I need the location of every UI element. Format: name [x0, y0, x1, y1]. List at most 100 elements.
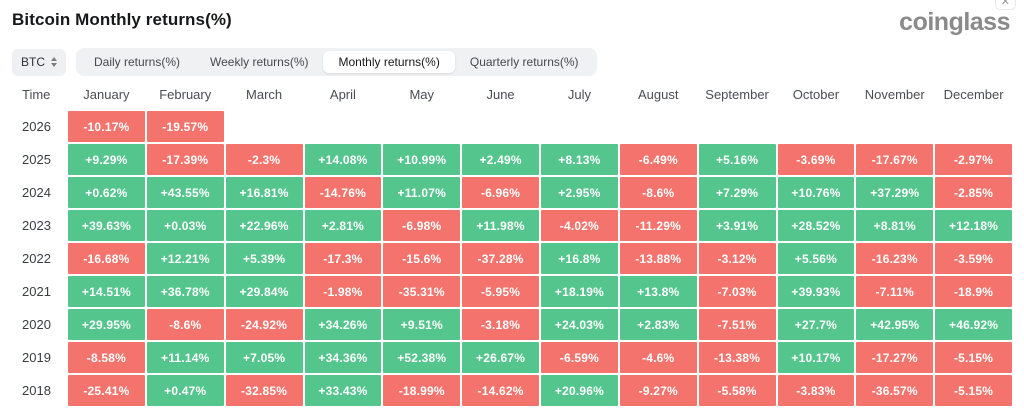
symbol-select[interactable]: BTC: [12, 48, 66, 76]
return-cell: -36.57%: [856, 375, 934, 406]
return-cell: -2.85%: [935, 177, 1012, 208]
year-label: 2025: [22, 152, 51, 167]
table-row: 2018 -25.41% +0.47% -32.85% +33.43% -18.99% -1…: [12, 375, 1012, 406]
return-cell: [699, 111, 776, 142]
return-cell: +20.96%: [541, 375, 618, 406]
return-cell: +42.95%: [856, 309, 934, 340]
return-cell: +9.29%: [68, 144, 145, 175]
return-cell: -17.67%: [856, 144, 934, 175]
return-cell: -2.3%: [225, 144, 303, 175]
return-cell: -14.76%: [304, 177, 382, 208]
returns-table: Time January February March April May June July…: [12, 87, 1012, 406]
return-cell: +10.17%: [777, 342, 855, 373]
return-cell: +10.99%: [383, 144, 461, 175]
return-cell: -4.02%: [541, 210, 618, 241]
column-header-time: Time: [22, 87, 51, 102]
return-cell: +11.14%: [146, 342, 224, 373]
return-cell: +0.62%: [68, 177, 145, 208]
column-header-month: November: [864, 87, 925, 102]
close-icon[interactable]: ✕: [994, 0, 1016, 10]
return-cell: -16.23%: [856, 243, 934, 274]
return-cell: -14.62%: [462, 375, 539, 406]
table-body: 2026 -10.17% -19.57% 2025 +9.29% -17.39% -2.3%…: [12, 111, 1012, 406]
return-cell: -3.18%: [462, 309, 539, 340]
page-title: Bitcoin Monthly returns(%): [12, 10, 232, 29]
return-cell: -6.96%: [462, 177, 539, 208]
return-cell: +22.96%: [225, 210, 303, 241]
return-cell: +36.78%: [146, 276, 224, 307]
return-cell: +29.95%: [68, 309, 145, 340]
return-cell: +10.76%: [777, 177, 855, 208]
table-row: 2024 +0.62% +43.55% +16.81% -14.76% +11.07% -6…: [12, 177, 1012, 208]
return-cell: -11.29%: [619, 210, 697, 241]
return-cell: -37.28%: [462, 243, 539, 274]
year-label: 2021: [22, 284, 51, 299]
return-cell: +46.92%: [935, 309, 1012, 340]
table-row: 2019 -8.58% +11.14% +7.05% +34.36% +52.38% +26…: [12, 342, 1012, 373]
column-header-month: March: [246, 87, 283, 102]
return-cell: +29.84%: [225, 276, 303, 307]
return-cell: +12.18%: [935, 210, 1012, 241]
return-cell: +0.47%: [146, 375, 224, 406]
return-cell: -4.6%: [619, 342, 697, 373]
tab-quarterly[interactable]: Quarterly returns(%): [469, 55, 579, 69]
return-cell: +5.16%: [698, 144, 776, 175]
toolbar: BTC Daily returns(%) Weekly returns(%) Mon…: [12, 48, 1012, 76]
year-label: 2020: [22, 317, 51, 332]
return-cell: [383, 111, 460, 142]
return-cell: +13.8%: [619, 276, 697, 307]
column-header-month: June: [486, 87, 515, 102]
return-cell: -6.59%: [541, 342, 618, 373]
return-cell: -8.6%: [146, 309, 224, 340]
return-cell: +8.81%: [856, 210, 934, 241]
return-cell: +2.81%: [304, 210, 382, 241]
return-cell: +52.38%: [383, 342, 461, 373]
tab-daily[interactable]: Daily returns(%): [94, 55, 181, 69]
return-cell: -2.97%: [935, 144, 1012, 175]
return-cell: -17.39%: [146, 144, 224, 175]
year-label: 2019: [22, 350, 51, 365]
return-cell: -8.6%: [619, 177, 697, 208]
tab-monthly[interactable]: Monthly returns(%): [323, 51, 455, 73]
table-row: 2020 +29.95% -8.6% -24.92% +34.26% +9.51% -3.1…: [12, 309, 1012, 340]
return-cell: -3.69%: [777, 144, 855, 175]
return-cell: +2.95%: [541, 177, 618, 208]
return-cell: -24.92%: [225, 309, 303, 340]
return-cell: -3.59%: [935, 243, 1012, 274]
topbar: Bitcoin Monthly returns(%) coinglass: [12, 0, 1012, 35]
return-cell: -9.27%: [619, 375, 697, 406]
return-cell: -7.11%: [856, 276, 934, 307]
return-cell: -15.6%: [383, 243, 461, 274]
return-cell: -18.9%: [935, 276, 1012, 307]
symbol-select-value: BTC: [21, 55, 45, 69]
tabs: Daily returns(%) Weekly returns(%) Monthly…: [76, 48, 597, 76]
return-cell: -13.38%: [698, 342, 776, 373]
return-cell: -25.41%: [68, 375, 145, 406]
table-header-row: Time January February March April May June July…: [12, 87, 1012, 102]
year-label: 2022: [22, 251, 51, 266]
table-row: 2022 -16.68% +12.21% +5.39% -17.3% -15.6% -37.…: [12, 243, 1012, 274]
return-cell: +2.83%: [619, 309, 697, 340]
return-cell: +9.51%: [383, 309, 461, 340]
return-cell: +14.51%: [68, 276, 145, 307]
return-cell: -6.49%: [619, 144, 697, 175]
return-cell: -5.58%: [698, 375, 776, 406]
return-cell: +39.93%: [777, 276, 855, 307]
return-cell: -5.15%: [935, 342, 1012, 373]
return-cell: [462, 111, 539, 142]
return-cell: +3.91%: [698, 210, 776, 241]
return-cell: +14.08%: [304, 144, 382, 175]
return-cell: +24.03%: [541, 309, 618, 340]
return-cell: +7.29%: [698, 177, 776, 208]
return-cell: +27.7%: [777, 309, 855, 340]
return-cell: +2.49%: [462, 144, 539, 175]
column-header-month: July: [567, 87, 591, 102]
return-cell: -1.98%: [304, 276, 382, 307]
return-cell: [541, 111, 618, 142]
return-cell: [778, 111, 855, 142]
return-cell: +28.52%: [777, 210, 855, 241]
return-cell: +5.56%: [777, 243, 855, 274]
return-cell: +0.03%: [146, 210, 224, 241]
tab-weekly[interactable]: Weekly returns(%): [210, 55, 309, 69]
